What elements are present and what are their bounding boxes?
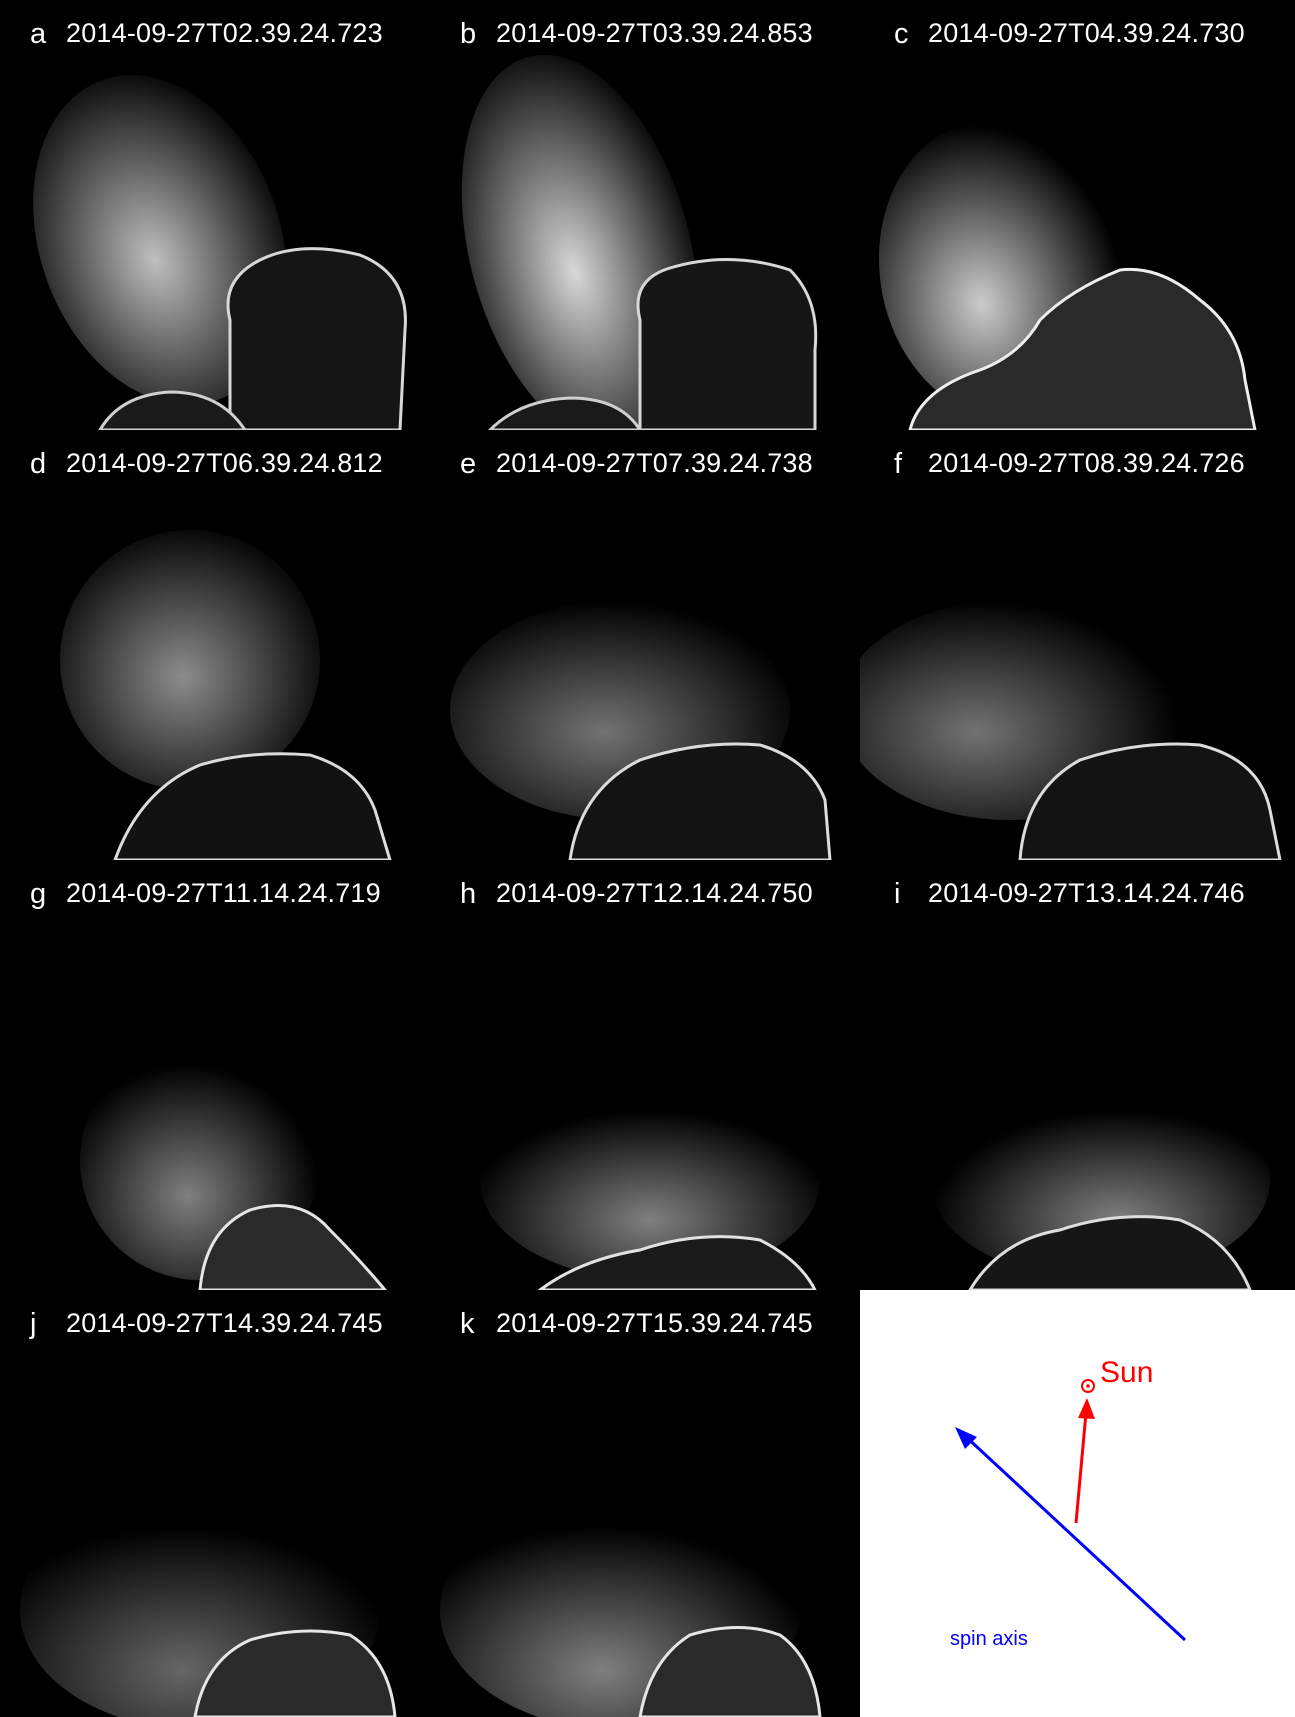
- panel-e: e 2014-09-27T07.39.24.738: [430, 430, 860, 860]
- panel-timestamp: 2014-09-27T11.14.24.719: [66, 878, 381, 908]
- comet-image-d: [60, 530, 392, 860]
- panel-f: f 2014-09-27T08.39.24.726: [860, 430, 1295, 860]
- panel-letter: h: [460, 878, 477, 910]
- panel-d: d 2014-09-27T06.39.24.812: [0, 430, 430, 860]
- comet-image-k: [440, 1490, 822, 1717]
- comet-image-e: [450, 600, 832, 860]
- panel-timestamp: 2014-09-27T08.39.24.726: [928, 448, 1245, 478]
- orientation-diagram-svg: Sun spin axis: [950, 1356, 1187, 1650]
- panel-letter: d: [30, 448, 47, 480]
- panel-letter: a: [30, 18, 47, 50]
- panel-letter: g: [30, 878, 47, 910]
- comet-image-c: [878, 120, 1257, 430]
- panel-letter: k: [460, 1308, 475, 1340]
- spin-axis-line: [961, 1432, 1187, 1642]
- comet-image-h: [480, 1080, 820, 1290]
- panel-timestamp: 2014-09-27T15.39.24.745: [496, 1308, 813, 1338]
- comet-image-g: [80, 1040, 387, 1290]
- panel-letter: e: [460, 448, 477, 480]
- panel-letter: c: [894, 18, 909, 50]
- panel-timestamp: 2014-09-27T04.39.24.730: [928, 18, 1245, 48]
- comet-image-i: [930, 1080, 1270, 1290]
- panel-g: g 2014-09-27T11.14.24.719: [0, 860, 430, 1290]
- comet-image-f: [860, 600, 1282, 860]
- panel-timestamp: 2014-09-27T03.39.24.853: [496, 18, 813, 48]
- sun-symbol-icon: [1081, 1379, 1095, 1393]
- panel-h: h 2014-09-27T12.14.24.750: [430, 860, 860, 1290]
- panel-timestamp: 2014-09-27T07.39.24.738: [496, 448, 813, 478]
- sun-direction-line: [1074, 1412, 1088, 1524]
- comet-image-b: [461, 54, 818, 430]
- spin-axis-label: spin axis: [950, 1628, 1028, 1650]
- panel-timestamp: 2014-09-27T02.39.24.723: [66, 18, 383, 48]
- comet-image-a: [33, 75, 407, 430]
- sun-direction-arrowhead: [1078, 1398, 1095, 1419]
- panel-k: k 2014-09-27T15.39.24.745: [430, 1290, 860, 1717]
- panel-letter: f: [894, 448, 903, 480]
- spin-axis-arrowhead: [955, 1427, 977, 1449]
- panel-timestamp: 2014-09-27T12.14.24.750: [496, 878, 813, 908]
- orientation-diagram: Sun spin axis: [860, 1290, 1295, 1717]
- panel-letter: i: [894, 878, 901, 910]
- panel-c: c 2014-09-27T04.39.24.730: [860, 0, 1295, 430]
- panel-timestamp: 2014-09-27T14.39.24.745: [66, 1308, 383, 1338]
- panel-timestamp: 2014-09-27T06.39.24.812: [66, 448, 383, 478]
- panel-j: j 2014-09-27T14.39.24.745: [0, 1290, 430, 1717]
- panel-timestamp: 2014-09-27T13.14.24.746: [928, 878, 1245, 908]
- comet-image-j: [20, 1490, 397, 1717]
- panel-i: i 2014-09-27T13.14.24.746: [860, 860, 1295, 1290]
- panel-letter: b: [460, 18, 477, 50]
- sun-label: Sun: [1100, 1356, 1153, 1389]
- panel-a: a 2014-09-27T02.39.24.723: [0, 0, 430, 430]
- panel-b: b 2014-09-27T03.39.24.853: [430, 0, 860, 430]
- panel-letter: j: [30, 1308, 37, 1340]
